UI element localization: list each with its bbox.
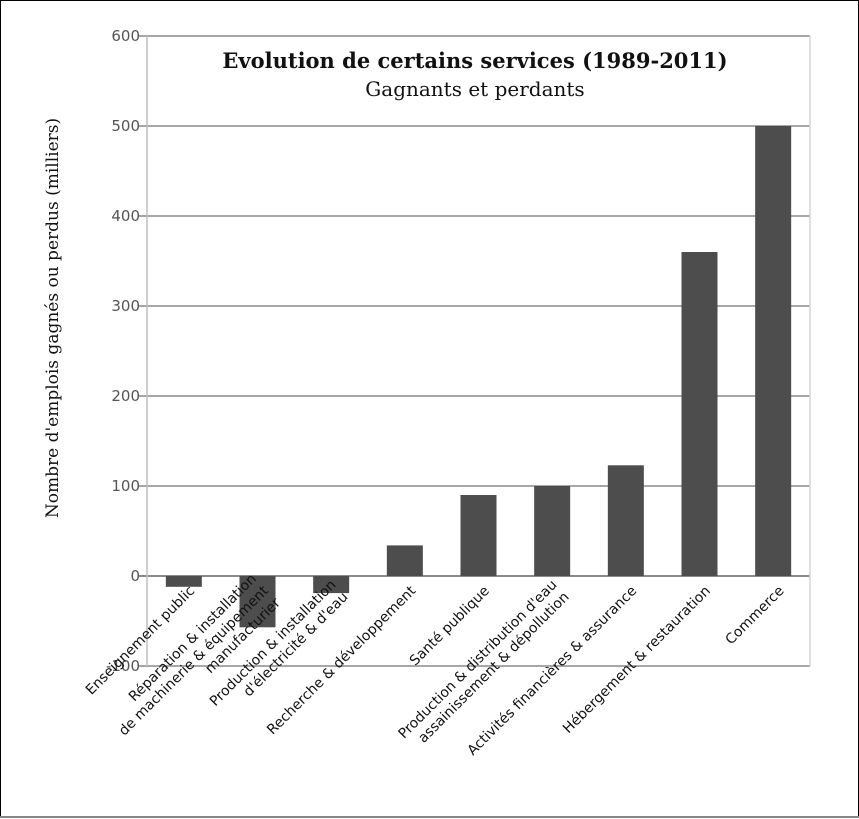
bar [239,576,276,628]
bar [313,576,350,594]
chart-subtitle: Gagnants et perdants [365,77,584,101]
y-tick-label: -100 [106,657,140,675]
y-tick-label: 100 [111,477,140,495]
x-tick-label-line: Hébergement & restauration [560,583,714,737]
x-tick-label: Commerce [722,583,787,648]
y-tick-label: 500 [111,117,140,135]
x-tick-label-line: Commerce [722,583,787,648]
bar [607,465,644,576]
x-tick-label: Hébergement & restauration [560,583,714,737]
y-tick-label: 300 [111,297,140,315]
bar [755,126,792,576]
y-tick-label: 0 [130,567,140,585]
chart-title: Evolution de certains services (1989-201… [222,48,727,73]
bar [165,576,202,587]
bar [534,486,571,576]
y-axis-label: Nombre d'emplois gagnés ou perdus (milli… [43,118,63,518]
y-tick-label: 200 [111,387,140,405]
bar [386,545,423,576]
y-tick-label: 600 [111,27,140,45]
y-tick-label: 400 [111,207,140,225]
bar [460,495,497,576]
bar [681,252,718,576]
